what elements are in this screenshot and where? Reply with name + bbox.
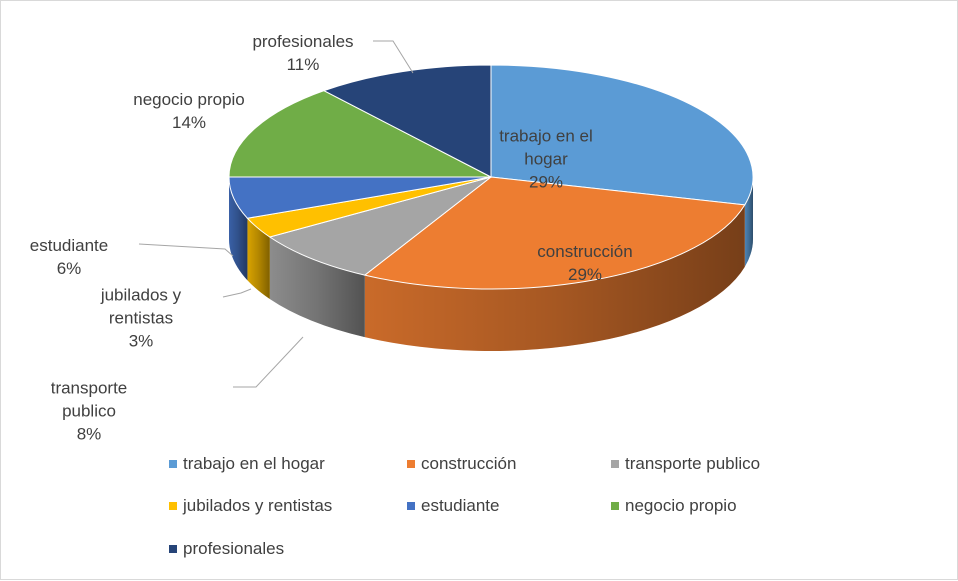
legend-swatch [407,460,415,468]
legend-label: trabajo en el hogar [183,454,325,473]
slice-side-shade [269,237,365,338]
data-label-value: 29% [528,172,564,192]
data-label-value: 3% [128,331,154,351]
data-label-value: 6% [56,259,82,278]
legend-swatch [611,502,619,510]
data-label-name: trabajo en el hogar [499,126,593,169]
slice [490,64,754,206]
data-label-value: 29% [567,265,603,284]
legend-item: trabajo en el hogar [169,454,325,474]
slice-side-shade [364,204,745,351]
legend-swatch [407,502,415,510]
legend-item: construcción [407,454,516,474]
leader-line [233,336,304,388]
data-label: trabajo en el hogar 29% [481,125,611,194]
legend-swatch [169,502,177,510]
legend-swatch [611,460,619,468]
legend-swatch [169,460,177,468]
slice-side-shade [229,177,248,281]
data-label-value: 14% [171,113,207,132]
data-label: transporte publico 8% [34,377,144,446]
legend-swatch [169,545,177,553]
data-label-value: 11% [286,55,320,74]
slice-side-shade [744,177,753,267]
data-label: jubilados y rentistas 3% [81,284,201,353]
leader-line [222,288,252,298]
data-label-name: jubilados y rentistas [100,285,182,328]
legend-item: transporte publico [611,454,760,474]
data-label-name: transporte publico [50,378,128,421]
legend-item: negocio propio [611,496,737,516]
slice [228,90,492,178]
legend-item: jubilados y rentistas [169,496,332,516]
data-label-value: 8% [76,424,102,444]
data-label: construcción 29% [485,240,685,286]
data-label-name: estudiante [29,236,109,255]
data-label: profesionales 11% [203,30,403,76]
legend-item: estudiante [407,496,499,516]
leader-line [138,243,234,257]
legend-label: profesionales [183,539,285,558]
legend-label: jubilados y rentistas [183,496,333,515]
slice [363,176,746,290]
data-label-name: profesionales [252,32,354,51]
data-label: negocio propio 14% [89,88,289,134]
leader-line [373,40,414,74]
legend-label: transporte publico [625,454,761,473]
legend-label: estudiante [421,496,500,515]
data-label: estudiante 6% [9,234,129,280]
slice [268,176,492,276]
data-label-name: negocio propio [133,90,245,109]
legend-item: profesionales [169,539,284,559]
data-label-name: construcción [537,242,633,261]
slice-side-shade [247,218,270,300]
legend-label: negocio propio [625,496,737,515]
slice [322,64,492,178]
legend-label: construcción [421,454,517,473]
